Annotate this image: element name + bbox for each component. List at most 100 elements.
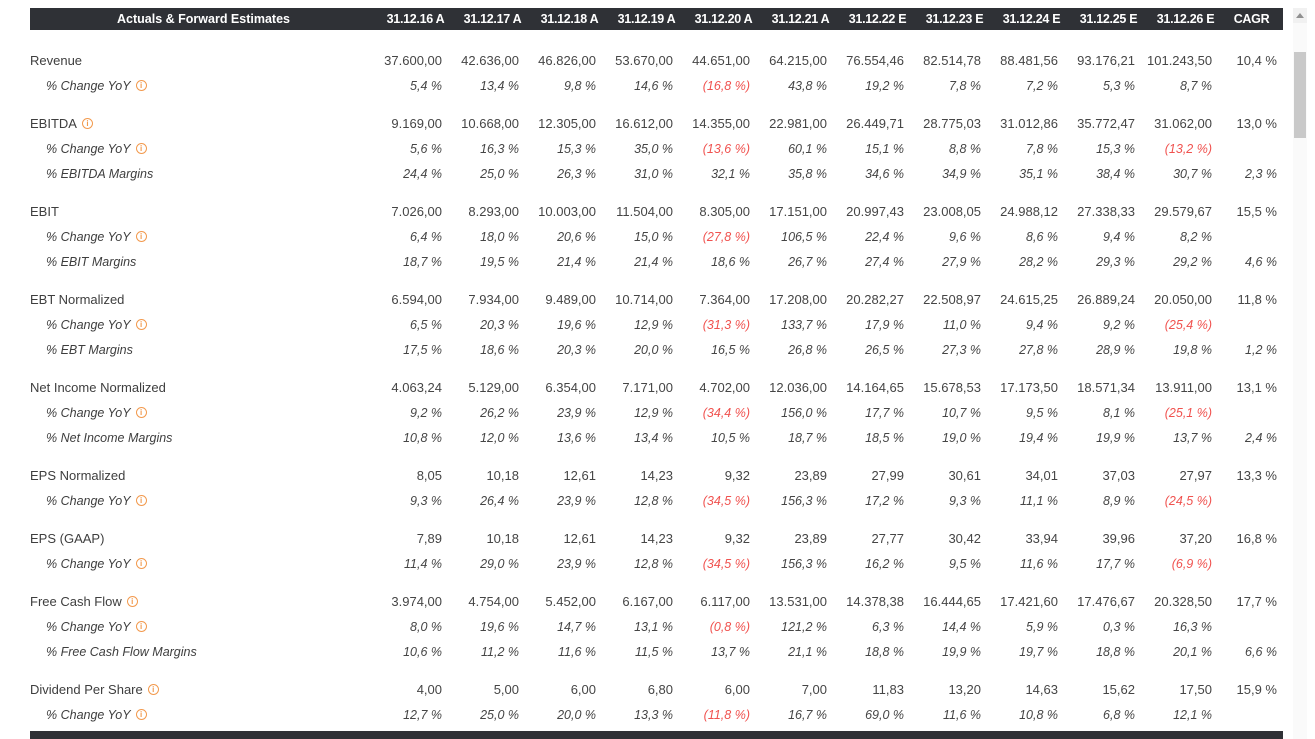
row-ebitda: EBITDA i 9.169,00 10.668,00 12.305,00 16.612,… (30, 111, 1283, 136)
value-cell: 6,8 % (1103, 707, 1135, 722)
info-icon[interactable]: i (135, 80, 147, 91)
metric-block-ebt-normalized: EBT Normalized 6.594,00 7.934,00 9.489,00 10… (30, 287, 1283, 362)
column-header-31-12-26-e: 31.12.26 E (1156, 12, 1215, 26)
value-cell: 9,3 % (410, 493, 442, 508)
value-cell: 11,83 (872, 682, 904, 697)
value-cell: 31.062,00 (1154, 116, 1212, 131)
value-cell: 16,7 % (788, 707, 827, 722)
cagr-cell: 15,5 % (1236, 204, 1277, 219)
value-cell: 12.036,00 (769, 380, 827, 395)
subrow-net-income-margins: % Net Income Margins 10,8 % 12,0 % 13,6 % 13… (30, 425, 1283, 450)
value-cell: 19,4 % (1019, 430, 1058, 445)
value-cell: 19,9 % (942, 644, 981, 659)
value-cell: 27,77 (871, 531, 904, 546)
column-header-31-12-20-a: 31.12.20 A (694, 12, 753, 26)
info-icon[interactable]: i (135, 143, 147, 154)
value-cell: 17,2 % (865, 493, 904, 508)
subrow-label: % Change YoY (46, 405, 131, 420)
value-cell: (34,4 %) (702, 405, 750, 420)
row-label-cell: Revenue (30, 53, 377, 68)
value-cell: (13,6 %) (702, 141, 750, 156)
subrow-label: % EBT Margins (46, 342, 133, 357)
value-cell: 106,5 % (781, 229, 827, 244)
info-icon[interactable]: i (135, 621, 147, 632)
value-cell: 17.421,60 (1000, 594, 1058, 609)
table-title: Actuals & Forward Estimates (117, 12, 290, 26)
value-cell: 17,7 % (865, 405, 904, 420)
info-icon[interactable]: i (81, 118, 93, 129)
metric-block-ebit: EBIT 7.026,00 8.293,00 10.003,00 11.504,00 8.… (30, 199, 1283, 274)
row-label: Free Cash Flow (30, 594, 122, 609)
row-label: EBT Normalized (30, 292, 125, 307)
scrollbar-up-button[interactable] (1293, 8, 1307, 23)
value-cell: 9,8 % (564, 78, 596, 93)
value-cell: 5,3 % (1103, 78, 1135, 93)
value-cell: (16,8 %) (702, 78, 750, 93)
value-cell: 9.169,00 (391, 116, 442, 131)
value-cell: 30,61 (948, 468, 981, 483)
info-icon[interactable]: i (135, 231, 147, 242)
value-cell: 6,4 % (410, 229, 442, 244)
row-dividend-per-share: Dividend Per Share i 4,00 5,00 6,00 6,80 6,00 7… (30, 677, 1283, 702)
value-cell: 8.305,00 (699, 204, 750, 219)
row-label-cell: EBT Normalized (30, 292, 377, 307)
table-header: Actuals & Forward Estimates 31.12.16 A 31… (30, 8, 1283, 30)
value-cell: 27,9 % (942, 254, 981, 269)
row-label-cell: % Net Income Margins (30, 431, 377, 445)
row-label-cell: EBIT (30, 204, 377, 219)
value-cell: 26,3 % (557, 166, 596, 181)
value-cell: 53.670,00 (615, 53, 673, 68)
info-icon[interactable]: i (135, 495, 147, 506)
info-icon[interactable]: i (135, 319, 147, 330)
info-icon[interactable]: i (126, 596, 138, 607)
value-cell: 16,2 % (865, 556, 904, 571)
value-cell: 76.554,46 (846, 53, 904, 68)
subrow-label: % Change YoY (46, 141, 131, 156)
value-cell: 17.208,00 (769, 292, 827, 307)
info-icon[interactable]: i (147, 684, 159, 695)
value-cell: 5,00 (493, 682, 519, 697)
row-label-cell: Dividend Per Share i (30, 682, 377, 697)
value-cell: 101.243,50 (1147, 53, 1213, 68)
value-cell: 21,4 % (634, 254, 673, 269)
info-icon[interactable]: i (135, 407, 147, 418)
subrow-change-yoy: % Change YoY i 6,5 % 20,3 % 19,6 % 12,9 % (31,… (30, 312, 1283, 337)
value-cell: 14,23 (640, 468, 673, 483)
value-cell: 15,62 (1102, 682, 1135, 697)
value-cell: 13,20 (948, 682, 981, 697)
value-cell: 18,7 % (788, 430, 827, 445)
value-cell: 27.338,33 (1077, 204, 1135, 219)
column-header-31-12-17-a: 31.12.17 A (463, 12, 522, 26)
value-cell: 5.452,00 (545, 594, 596, 609)
row-label-cell: % Change YoY i (30, 79, 377, 93)
value-cell: 27,3 % (942, 342, 981, 357)
value-cell: 14,63 (1025, 682, 1058, 697)
value-cell: 27,97 (1179, 468, 1212, 483)
value-cell: 4,00 (416, 682, 442, 697)
value-cell: 37.600,00 (384, 53, 442, 68)
value-cell: 11.504,00 (616, 204, 673, 219)
vertical-scrollbar[interactable] (1293, 8, 1307, 739)
row-label-cell: % Change YoY i (30, 406, 377, 420)
value-cell: 20,0 % (634, 342, 673, 357)
value-cell: 29,2 % (1173, 254, 1212, 269)
value-cell: 16,5 % (711, 342, 750, 357)
value-cell: 64.215,00 (769, 53, 827, 68)
cagr-cell: 17,7 % (1236, 594, 1277, 609)
value-cell: 23,9 % (557, 493, 596, 508)
value-cell: 20,3 % (557, 342, 596, 357)
value-cell: 20,6 % (557, 229, 596, 244)
value-cell: 42.636,00 (461, 53, 519, 68)
scrollbar-thumb[interactable] (1294, 52, 1306, 138)
info-icon[interactable]: i (135, 709, 147, 720)
value-cell: 43,8 % (788, 78, 827, 93)
metric-block-dividend-per-share: Dividend Per Share i 4,00 5,00 6,00 6,80 6,00 7… (30, 677, 1283, 727)
value-cell: 11,6 % (558, 644, 596, 659)
value-cell: 14,7 % (557, 619, 596, 634)
value-cell: 10,6 % (403, 644, 442, 659)
info-icon[interactable]: i (135, 558, 147, 569)
value-cell: (25,1 %) (1164, 405, 1212, 420)
value-cell: 12,8 % (634, 493, 673, 508)
value-cell: (31,3 %) (702, 317, 750, 332)
row-free-cash-flow: Free Cash Flow i 3.974,00 4.754,00 5.452,00 6… (30, 589, 1283, 614)
